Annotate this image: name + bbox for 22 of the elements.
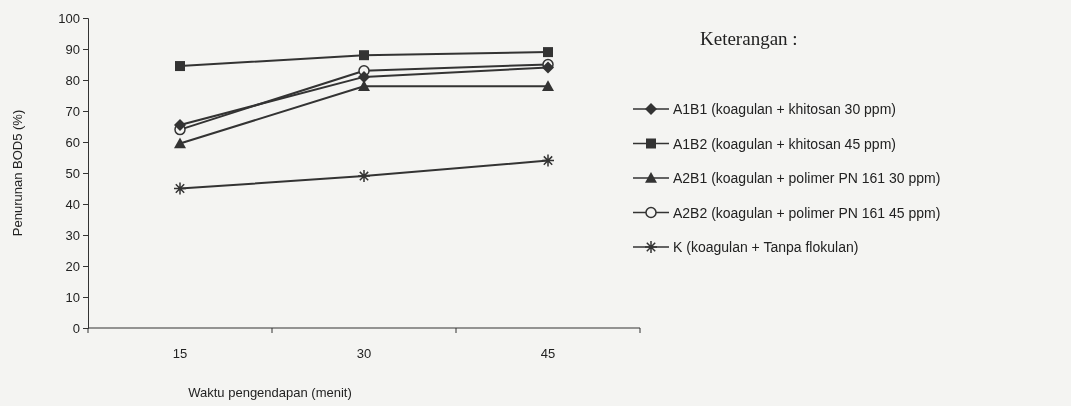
x-axis-title: Waktu pengendapan (menit) — [188, 385, 352, 400]
y-tick-label: 40 — [65, 196, 80, 212]
y-tick-label: 50 — [65, 165, 80, 181]
legend-label: A2B2 (koagulan + polimer PN 161 45 ppm) — [673, 204, 941, 221]
x-tick-label: 15 — [172, 346, 188, 361]
y-axis-title: Penurunan BOD5 (%) — [10, 109, 25, 237]
y-tick-label: 0 — [72, 320, 80, 336]
x-tick-label: 30 — [356, 346, 372, 361]
y-tick-label: 60 — [65, 134, 80, 150]
y-tick-label: 30 — [65, 227, 80, 243]
legend-label: A2B1 (koagulan + polimer PN 161 30 ppm) — [673, 170, 941, 186]
legend-label: A1B2 (koagulan + khitosan 45 ppm) — [673, 135, 896, 152]
legend-label: K (koagulan + Tanpa flokulan) — [673, 239, 859, 255]
y-tick-label: 10 — [65, 289, 80, 305]
y-tick-label: 80 — [65, 72, 80, 88]
legend-label: A1B1 (koagulan + khitosan 30 ppm) — [673, 101, 896, 117]
legend-title: Keterangan : — [700, 28, 798, 49]
y-tick-label: 70 — [65, 103, 80, 119]
x-tick-label: 45 — [540, 346, 556, 361]
y-tick-label: 100 — [58, 10, 80, 26]
y-tick-label: 90 — [65, 41, 80, 57]
y-tick-label: 20 — [65, 258, 80, 274]
